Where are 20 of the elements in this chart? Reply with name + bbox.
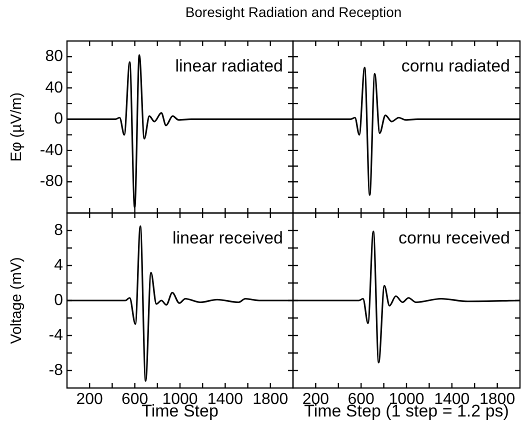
y-tick-label: -80 [40, 173, 64, 190]
y-tick-label: 80 [45, 48, 64, 66]
y-tick-label: 4 [54, 256, 64, 274]
y-tick-label: 40 [45, 79, 64, 96]
chart-title: Boresight Radiation and Reception [184, 4, 403, 20]
y-tick-label: 8 [54, 222, 64, 239]
x-tick-label: 1800 [252, 391, 288, 408]
y-tick-label: 0 [54, 110, 64, 128]
annotation: cornu radiated [401, 56, 510, 76]
y-axis-title: Eφ (µV/m) [8, 92, 26, 162]
y-tick-label: -40 [40, 142, 64, 159]
annotation: cornu received [398, 228, 510, 248]
y-axis-title: Voltage (mV) [8, 257, 26, 344]
annotation: linear radiated [175, 56, 283, 76]
annotation: linear received [172, 228, 283, 248]
y-tick-label: -4 [48, 326, 64, 344]
y-tick-label: 0 [54, 292, 64, 309]
x-tick-label: 200 [76, 391, 104, 408]
x-tick-label: 1400 [207, 391, 244, 408]
y-tick-label: -8 [48, 362, 64, 379]
